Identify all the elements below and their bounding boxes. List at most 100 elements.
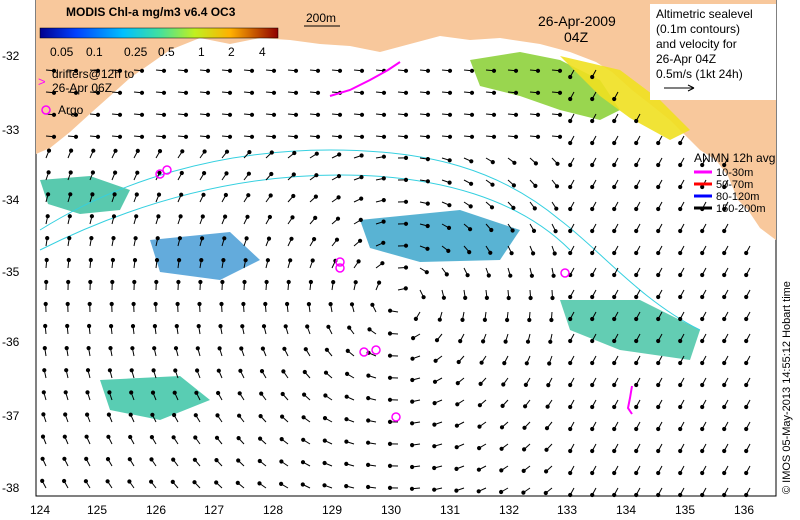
- velocity-arrow-head: [261, 324, 267, 329]
- velocity-arrow-head: [722, 426, 727, 432]
- velocity-arrow-head: [590, 294, 595, 300]
- velocity-arrow-head: [43, 323, 48, 329]
- velocity-arrow-head: [279, 481, 284, 486]
- y-axis-ticks: -32 -33 -34 -35 -36 -37 -38: [2, 49, 20, 495]
- velocity-arrow-head: [130, 346, 135, 351]
- velocity-arrow-head: [199, 258, 204, 263]
- velocity-arrow-head: [192, 457, 197, 462]
- velocity-arrow-head: [590, 448, 595, 454]
- velocity-arrow-head: [152, 346, 157, 351]
- velocity-arrow-head: [656, 162, 661, 168]
- velocity-arrow-head: [634, 228, 639, 234]
- velocity-arrow-head: [656, 448, 661, 454]
- velocity-arrow-head: [132, 258, 138, 263]
- velocity-arrow-head: [387, 463, 393, 468]
- x-tick-label: 126: [146, 503, 166, 517]
- velocity-arrow-head: [568, 206, 573, 212]
- velocity-arrow-head: [678, 162, 683, 168]
- colorbar-tick-1: 0.1: [86, 45, 103, 59]
- velocity-arrow-head: [68, 192, 73, 197]
- velocity-arrow-head: [249, 68, 255, 73]
- velocity-arrow-head: [263, 301, 268, 307]
- velocity-arrow-head: [522, 425, 527, 430]
- velocity-arrow-head: [557, 68, 563, 73]
- velocity-arrow-head: [271, 90, 277, 95]
- velocity-arrow-head: [590, 316, 595, 322]
- velocity-arrow-head: [744, 426, 749, 432]
- velocity-arrow-head: [336, 195, 341, 200]
- velocity-arrow-head: [293, 112, 299, 117]
- depth-contour-label: 200m: [306, 11, 336, 25]
- velocity-arrow-head: [425, 90, 431, 95]
- velocity-arrow-head: [568, 382, 573, 388]
- drifter-track: [329, 61, 633, 415]
- velocity-arrow-head: [310, 258, 315, 263]
- velocity-arrow-head: [224, 171, 229, 176]
- velocity-arrow-head: [349, 302, 355, 307]
- velocity-arrow-head: [469, 159, 474, 164]
- velocity-arrow-head: [322, 460, 327, 466]
- velocity-arrow-head: [634, 382, 639, 388]
- velocity-arrow-head: [366, 373, 371, 378]
- x-tick-label: 133: [557, 503, 577, 517]
- velocity-arrow-head: [244, 236, 249, 241]
- velocity-arrow-head: [568, 140, 573, 146]
- velocity-arrow-head: [171, 457, 176, 462]
- velocity-arrow-head: [302, 392, 307, 397]
- velocity-arrow-head: [656, 140, 661, 146]
- velocity-arrow-head: [259, 391, 264, 396]
- velocity-arrow-head: [454, 466, 459, 471]
- velocity-arrow-head: [359, 112, 365, 117]
- velocity-arrow-head: [535, 134, 541, 139]
- velocity-arrow-head: [387, 397, 393, 402]
- drifter-legend-line2: 26-Apr 06Z: [52, 81, 112, 95]
- velocity-arrow-head: [700, 250, 705, 256]
- velocity-arrow-head: [112, 192, 117, 197]
- velocity-arrow-head: [237, 413, 242, 418]
- velocity-arrow-head: [110, 279, 115, 285]
- velocity-arrow-head: [177, 236, 182, 241]
- chl-patch-central: [360, 210, 520, 262]
- velocity-arrow-head: [403, 68, 409, 73]
- velocity-arrow-head: [612, 382, 617, 388]
- velocity-arrow-head: [469, 68, 475, 73]
- velocity-arrow-head: [322, 483, 327, 488]
- velocity-arrow-head: [315, 134, 321, 139]
- anmn-legend-label-2: 50-70m: [716, 179, 753, 191]
- velocity-arrow-head: [444, 272, 449, 277]
- altimetry-note-line5: 0.5m/s (1kt 24h): [656, 67, 743, 81]
- velocity-arrow-head: [454, 488, 459, 493]
- velocity-arrow-head: [236, 436, 241, 441]
- x-axis-ticks: 124 125 126 127 128 129 130 131 132 133 …: [30, 503, 754, 517]
- velocity-arrow-head: [523, 404, 528, 409]
- velocity-arrow-head: [65, 301, 70, 307]
- velocity-arrow-head: [656, 470, 661, 476]
- velocity-arrow-head: [113, 148, 118, 153]
- velocity-arrow-head: [529, 273, 535, 278]
- velocity-arrow-head: [557, 90, 563, 95]
- velocity-arrow-head: [528, 295, 533, 301]
- velocity-arrow-head: [283, 324, 288, 329]
- velocity-arrow-head: [454, 423, 459, 428]
- velocity-arrow-head: [258, 414, 263, 419]
- velocity-arrow-head: [425, 246, 430, 251]
- velocity-arrow-head: [68, 170, 73, 175]
- velocity-arrow-head: [678, 206, 683, 212]
- velocity-arrow-head: [535, 90, 541, 95]
- velocity-arrow-head: [744, 360, 749, 366]
- velocity-arrow-head: [63, 390, 68, 395]
- velocity-arrow-head: [73, 112, 79, 117]
- velocity-arrow-head: [127, 479, 132, 484]
- velocity-arrow-head: [249, 90, 255, 95]
- velocity-arrow-head: [424, 270, 429, 275]
- velocity-arrow-head: [527, 317, 532, 323]
- velocity-arrow-head: [533, 161, 539, 166]
- velocity-arrow-head: [634, 162, 639, 168]
- velocity-arrow-head: [111, 236, 116, 241]
- velocity-arrow-head: [744, 382, 749, 388]
- velocity-arrow-head: [293, 90, 299, 95]
- velocity-arrow-head: [387, 485, 393, 490]
- velocity-arrow-head: [151, 368, 156, 373]
- velocity-arrow-head: [288, 258, 293, 263]
